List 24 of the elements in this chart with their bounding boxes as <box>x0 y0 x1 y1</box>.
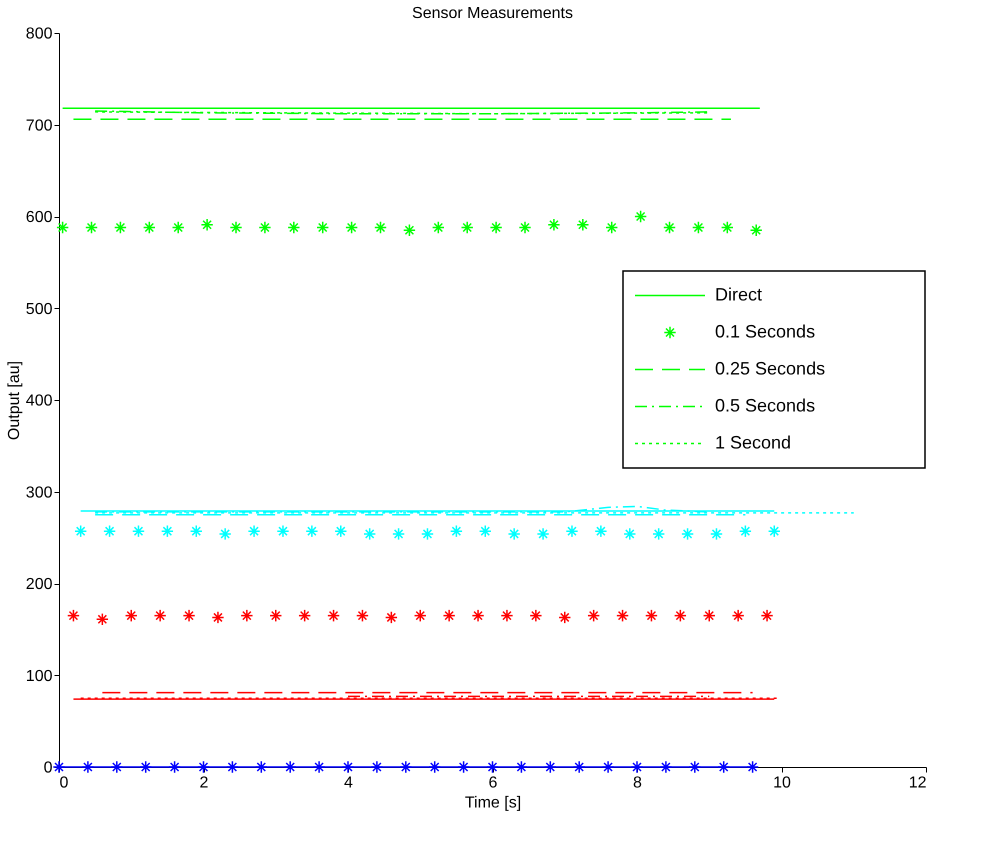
legend-label: Direct <box>715 284 762 304</box>
y-axis-title: Output [au] <box>6 360 23 440</box>
chart-title: Sensor Measurements <box>412 5 573 22</box>
y-tick-label: 600 <box>26 209 53 226</box>
x-axis-title: Time [s] <box>464 794 522 812</box>
y-tick-label: 400 <box>26 392 53 410</box>
x-tick-label: 6 <box>488 774 498 792</box>
legend-label: 0.5 Seconds <box>715 396 816 416</box>
x-tick-label: 4 <box>344 774 354 792</box>
legend-label: 1 Second <box>715 432 792 452</box>
x-tick-label: 0 <box>60 774 68 792</box>
legend-label: 0.1 Seconds <box>715 322 816 342</box>
y-tick-label: 500 <box>26 300 53 318</box>
y-tick-label: 100 <box>26 668 53 685</box>
x-tick-label: 12 <box>908 774 927 792</box>
y-tick-label: 200 <box>26 576 53 593</box>
y-tick-label: 0 <box>44 760 53 776</box>
x-tick-label: 10 <box>773 774 791 792</box>
y-tick-label: 800 <box>26 26 53 42</box>
legend-label: 0.25 Seconds <box>715 358 826 378</box>
y-tick-label: 700 <box>26 117 53 134</box>
y-tick-label: 300 <box>26 484 53 502</box>
x-tick-label: 8 <box>633 774 642 792</box>
x-tick-label: 2 <box>200 774 209 792</box>
